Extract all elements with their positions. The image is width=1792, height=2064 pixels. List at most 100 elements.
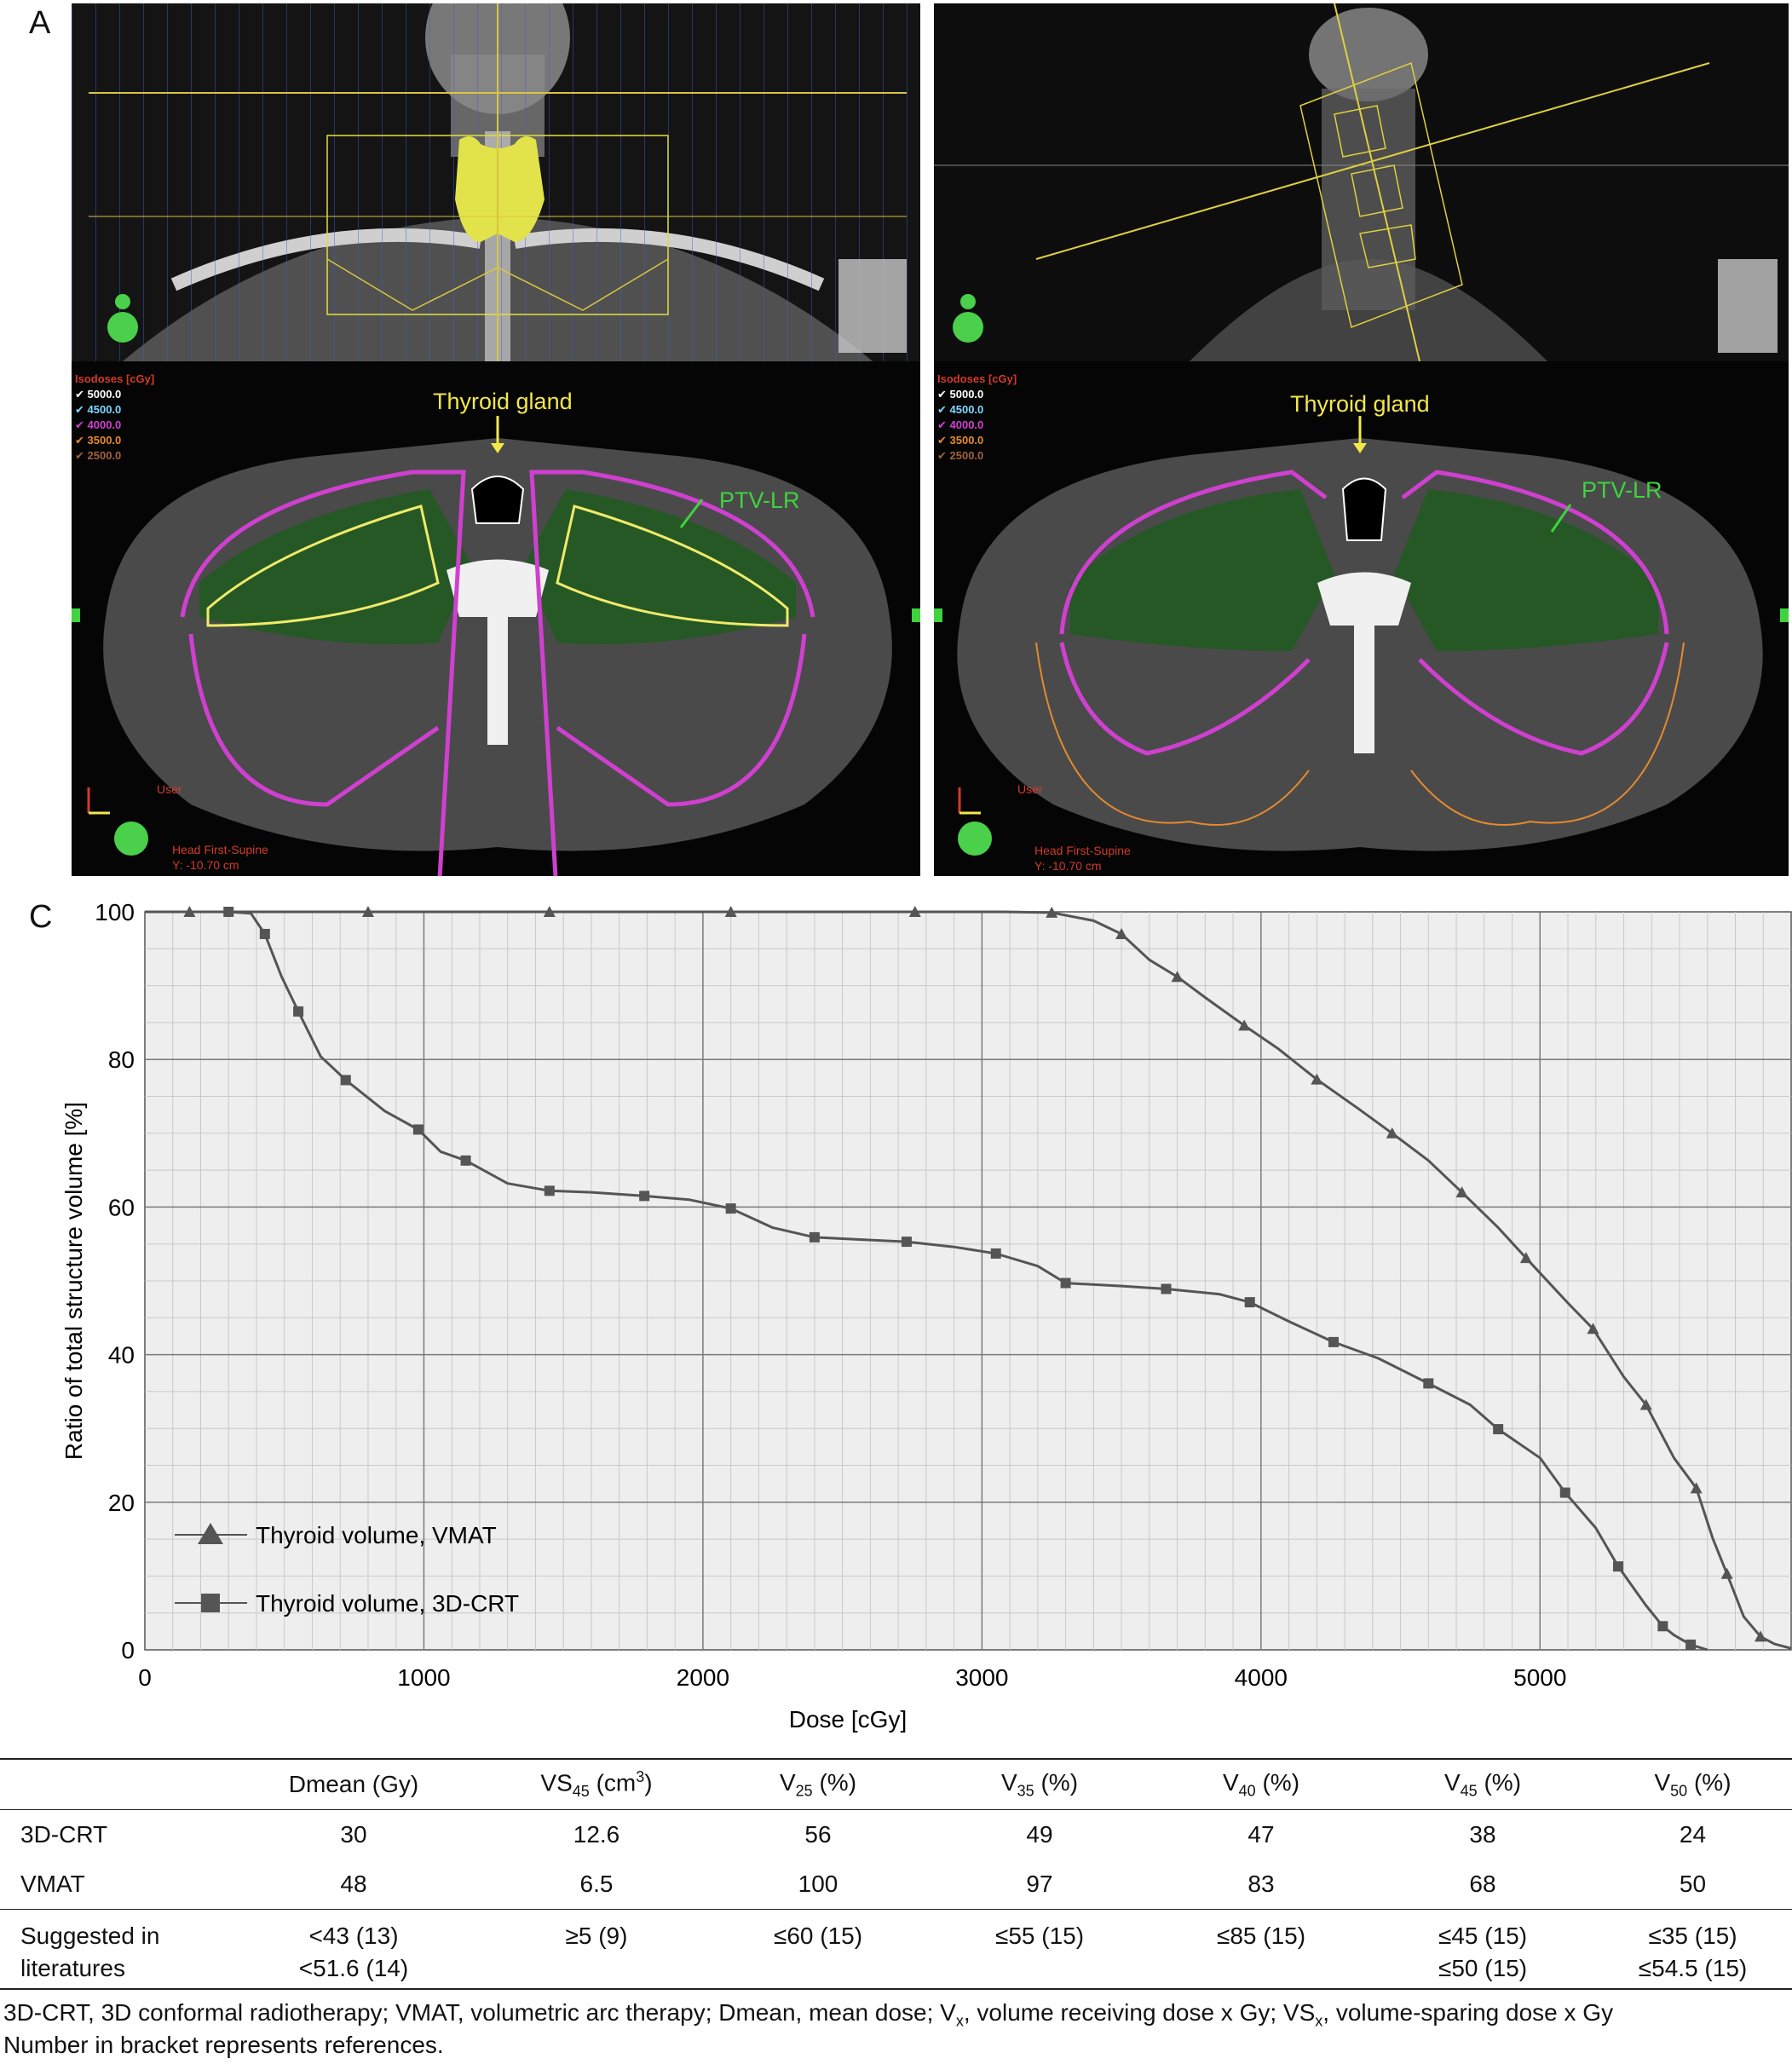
data-point-3dcrt: [460, 1155, 471, 1166]
x-axis-label: Dose [cGy]: [789, 1706, 907, 1732]
y-readout-b: Y: -10.70 cm: [1034, 859, 1102, 873]
table-header-v45: V45 (%): [1372, 1758, 1593, 1810]
thyroid-gland-label-b: Thyroid gland: [1290, 391, 1430, 417]
table-cell: ≤35 (15) ≤54.5 (15): [1593, 1909, 1792, 1990]
x-tick-label: 2000: [677, 1664, 729, 1691]
table-cell: ≤45 (15) ≤50 (15): [1372, 1909, 1593, 1990]
axial-view-a: [72, 416, 920, 876]
table-cell: 49: [1026, 1821, 1053, 1848]
legend: Thyroid volume, VMAT Thyroid volume, 3D-…: [175, 1522, 519, 1617]
isodose-legend-b: Isodoses [cGy] ✔ 5000.0 ✔ 4500.0 ✔ 4000.…: [937, 372, 1017, 464]
isodose-value: 5000.0: [87, 388, 122, 401]
data-point-3dcrt: [412, 1124, 424, 1135]
y-tick-label: 0: [121, 1637, 135, 1663]
isodose-item: ✔ 4000.0: [937, 418, 984, 431]
footnote-references: Number in bracket represents references.: [3, 2032, 444, 2058]
series-layer: [145, 906, 1792, 1652]
data-point-3dcrt: [1244, 1297, 1255, 1308]
isodose-value: 4000.0: [87, 418, 122, 431]
table-cell: 97: [929, 1859, 1150, 1910]
isodose-legend-a: Isodoses [cGy] ✔ 5000.0 ✔ 4500.0 ✔ 4000.…: [75, 372, 154, 464]
table-cell: <43 (13) <51.6 (14): [222, 1909, 486, 1990]
table-row: Suggested in literatures <43 (13) <51.6 (1…: [0, 1909, 1792, 1990]
axial-view-b: [934, 416, 1789, 856]
patient-position-label-b: Head First-Supine: [1034, 844, 1131, 857]
data-point-3dcrt: [259, 928, 270, 939]
table-cell: 56: [804, 1821, 832, 1848]
data-point-3dcrt: [1161, 1283, 1172, 1294]
table-cell: 38: [1469, 1821, 1496, 1848]
row-label-line: literatures: [20, 1955, 125, 1981]
data-point-3dcrt: [1559, 1487, 1570, 1498]
footnote-text: , volume-sparing dose x Gy: [1322, 1999, 1614, 2026]
x-tick-label: 0: [138, 1664, 152, 1691]
table-header-v40: V40 (%): [1150, 1758, 1372, 1810]
legend-label-3dcrt: Thyroid volume, 3D-CRT: [256, 1590, 519, 1617]
isodose-value: 3500.0: [87, 434, 122, 447]
data-point-vmat: [1115, 927, 1128, 939]
coronal-view-b-svg: [934, 3, 1789, 362]
isodose-item: ✔ 2500.0: [937, 449, 984, 462]
table-cell: ≥5 (9): [486, 1909, 707, 1990]
data-point-vmat: [1690, 1482, 1703, 1494]
y-axis-label: Ratio of total structure volume [%]: [61, 1102, 87, 1460]
table-cell: ≤60 (15): [707, 1909, 929, 1990]
x-tick-label: 5000: [1513, 1664, 1566, 1691]
table-cell: 48: [222, 1859, 486, 1910]
table-cell: 12.6: [573, 1821, 620, 1848]
data-point-vmat: [1311, 1073, 1323, 1085]
coronal-view-a: [72, 3, 920, 361]
isodose-legend-title: Isodoses [cGy]: [75, 372, 155, 385]
table-cell: 50: [1593, 1859, 1792, 1910]
isodose-value: 2500.0: [87, 449, 122, 462]
y-tick-label: 20: [108, 1490, 135, 1516]
data-point-vmat: [1238, 1019, 1251, 1031]
footnote-abbreviations: 3D-CRT, 3D conformal radiotherapy; VMAT,…: [3, 1999, 1613, 2031]
isodose-item: ✔ 4500.0: [937, 403, 984, 416]
isodose-item: ✔ 3500.0: [75, 434, 122, 447]
patient-position-label-a: Head First-Supine: [172, 843, 268, 856]
footnote-subscript: x: [955, 2012, 964, 2030]
isodose-item: ✔ 2500.0: [75, 449, 122, 462]
data-point-vmat: [1046, 906, 1058, 918]
data-point-3dcrt: [1612, 1561, 1623, 1572]
isodose-value: 5000.0: [949, 388, 984, 401]
data-point-3dcrt: [639, 1191, 650, 1202]
series-line-3dcrt: [145, 910, 1708, 1652]
data-point-3dcrt: [293, 1006, 304, 1017]
data-point-vmat: [361, 906, 374, 917]
footnote-subscript: x: [1315, 2012, 1323, 2030]
dose-summary-table: Dmean (Gy) VS45 (cm3) V25 (%) V35 (%) V4…: [0, 1758, 1792, 1990]
row-label-suggested: Suggested in literatures: [0, 1909, 222, 1990]
data-point-3dcrt: [223, 907, 234, 917]
table-cell: 83: [1150, 1859, 1372, 1910]
x-tick-label: 3000: [955, 1664, 1008, 1691]
isodose-item: ✔ 4500.0: [75, 403, 122, 416]
legend-label-vmat: Thyroid volume, VMAT: [256, 1522, 497, 1548]
data-point-3dcrt: [544, 1185, 555, 1196]
data-point-3dcrt: [1493, 1424, 1504, 1435]
data-point-vmat: [1171, 971, 1184, 983]
data-point-vmat: [1519, 1252, 1532, 1264]
data-point-3dcrt: [1423, 1378, 1434, 1389]
tick-labels: 0 1000 2000 3000 4000 5000 0 20 40 60 80 100: [95, 899, 1566, 1691]
coronal-view-b: [934, 3, 1789, 362]
cell-line: <51.6 (14): [298, 1955, 409, 1981]
y-readout-a: Y: -10.70 cm: [172, 858, 239, 872]
data-point-vmat: [1639, 1398, 1652, 1410]
isodose-value: 4000.0: [949, 418, 984, 431]
table-cell: 68: [1372, 1859, 1593, 1910]
data-point-vmat: [1455, 1186, 1468, 1198]
data-point-3dcrt: [1328, 1336, 1339, 1347]
data-point-vmat: [1754, 1630, 1766, 1642]
isodose-item: ✔ 3500.0: [937, 434, 984, 447]
data-point-3dcrt: [809, 1231, 820, 1242]
thyroid-gland-label-a: Thyroid gland: [433, 389, 573, 414]
table-header-v50: V50 (%): [1593, 1758, 1792, 1810]
table-header-v25: V25 (%): [707, 1758, 929, 1810]
data-point-3dcrt: [1657, 1621, 1668, 1632]
table-header-v35: V35 (%): [929, 1758, 1150, 1810]
isodose-item: ✔ 4000.0: [75, 418, 122, 431]
table-header-dmean: Dmean (Gy): [222, 1758, 486, 1810]
isodose-item: ✔ 5000.0: [75, 388, 122, 401]
